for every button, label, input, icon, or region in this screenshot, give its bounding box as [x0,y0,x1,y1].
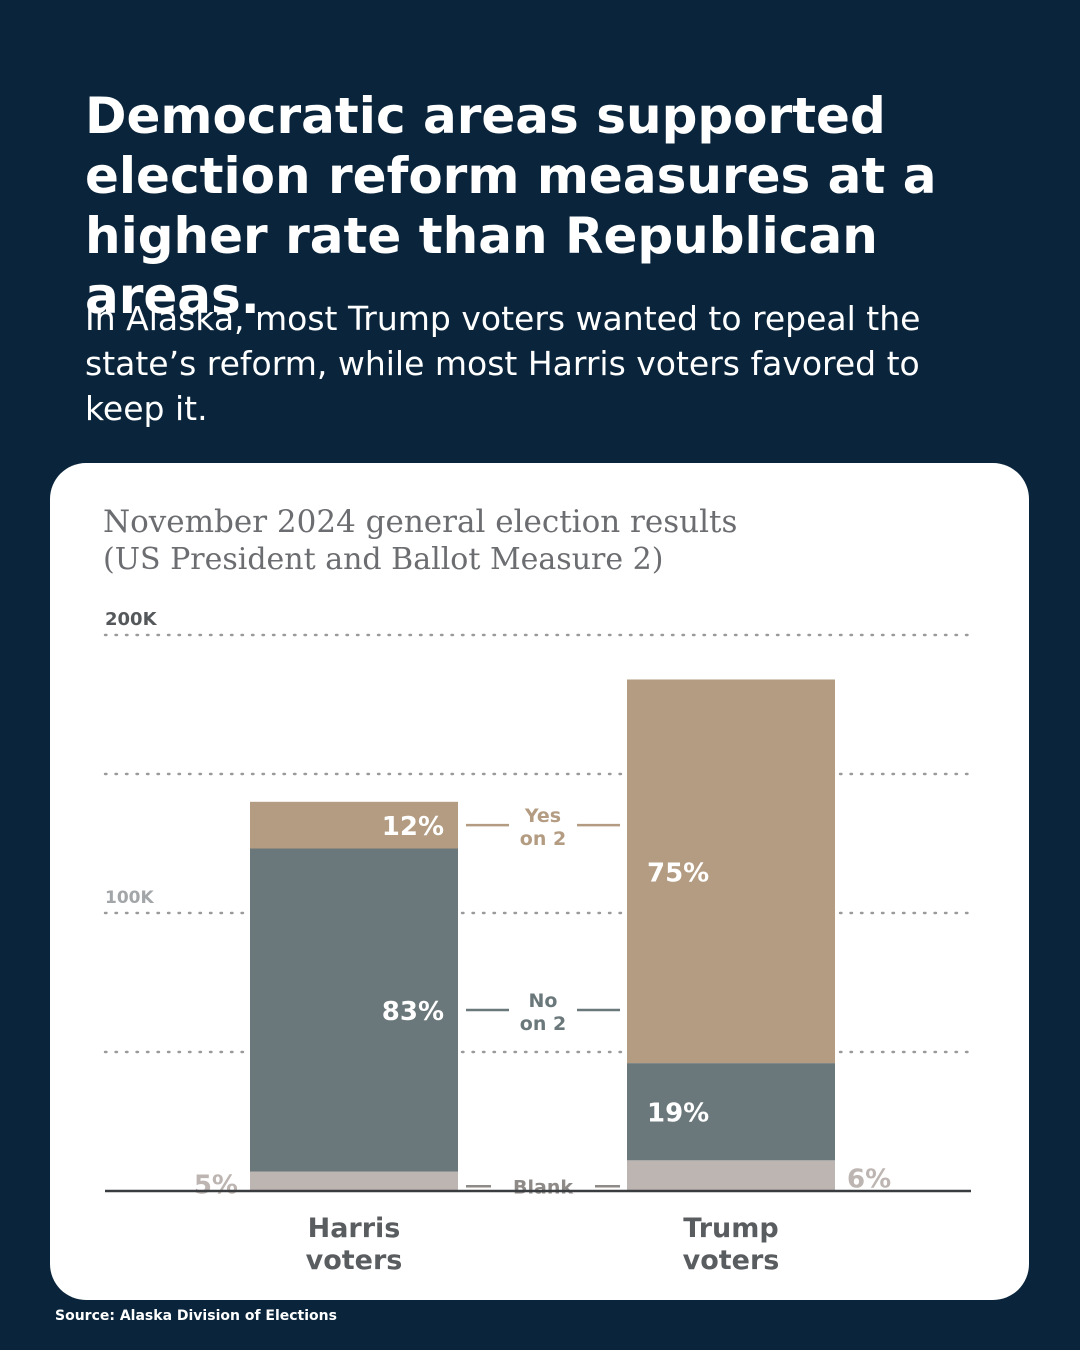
subhead: In Alaska, most Trump voters wanted to r… [85,299,921,428]
category-label-0-line1: Harris [308,1213,401,1244]
source-note: Source: Alaska Division of Elections [55,1308,337,1324]
value-label-yes-0: 12% [382,812,444,842]
middle-label-yes-line2: on 2 [520,828,566,850]
y-tick-label-1: 200K [105,609,158,630]
bar-0-yes [250,801,458,849]
middle-label-blank: Blank [513,1176,573,1198]
bars [250,679,835,1191]
category-label-0-line2: voters [306,1245,403,1276]
bar-0-blank [250,1171,458,1191]
bar-1-no [627,1063,835,1161]
middle-label-no-line1: No [529,990,558,1012]
chart-title-line2: (US President and Ballot Measure 2) [103,542,663,577]
chart: November 2024 general election results (… [103,504,977,1276]
chart-card: November 2024 general election results (… [50,463,1029,1300]
middle-label-yes-line1: Yes [524,805,561,827]
value-label-blank-1: 6% [847,1165,891,1195]
category-label-1-line2: voters [683,1245,780,1276]
value-label-no-0: 83% [382,997,444,1027]
bar-0-no [250,848,458,1172]
middle-label-no-line2: on 2 [520,1013,566,1035]
headline: Democratic areas supported election refo… [85,87,937,325]
bar-1-yes [627,679,835,1064]
bar-1-blank [627,1160,835,1191]
category-label-1-line1: Trump [683,1213,778,1244]
y-tick-label-0: 100K [105,888,154,908]
value-label-blank-0: 5% [194,1170,238,1200]
value-label-no-1: 19% [647,1099,709,1129]
value-label-yes-1: 75% [647,858,709,888]
chart-title-line1: November 2024 general election results [103,504,737,540]
